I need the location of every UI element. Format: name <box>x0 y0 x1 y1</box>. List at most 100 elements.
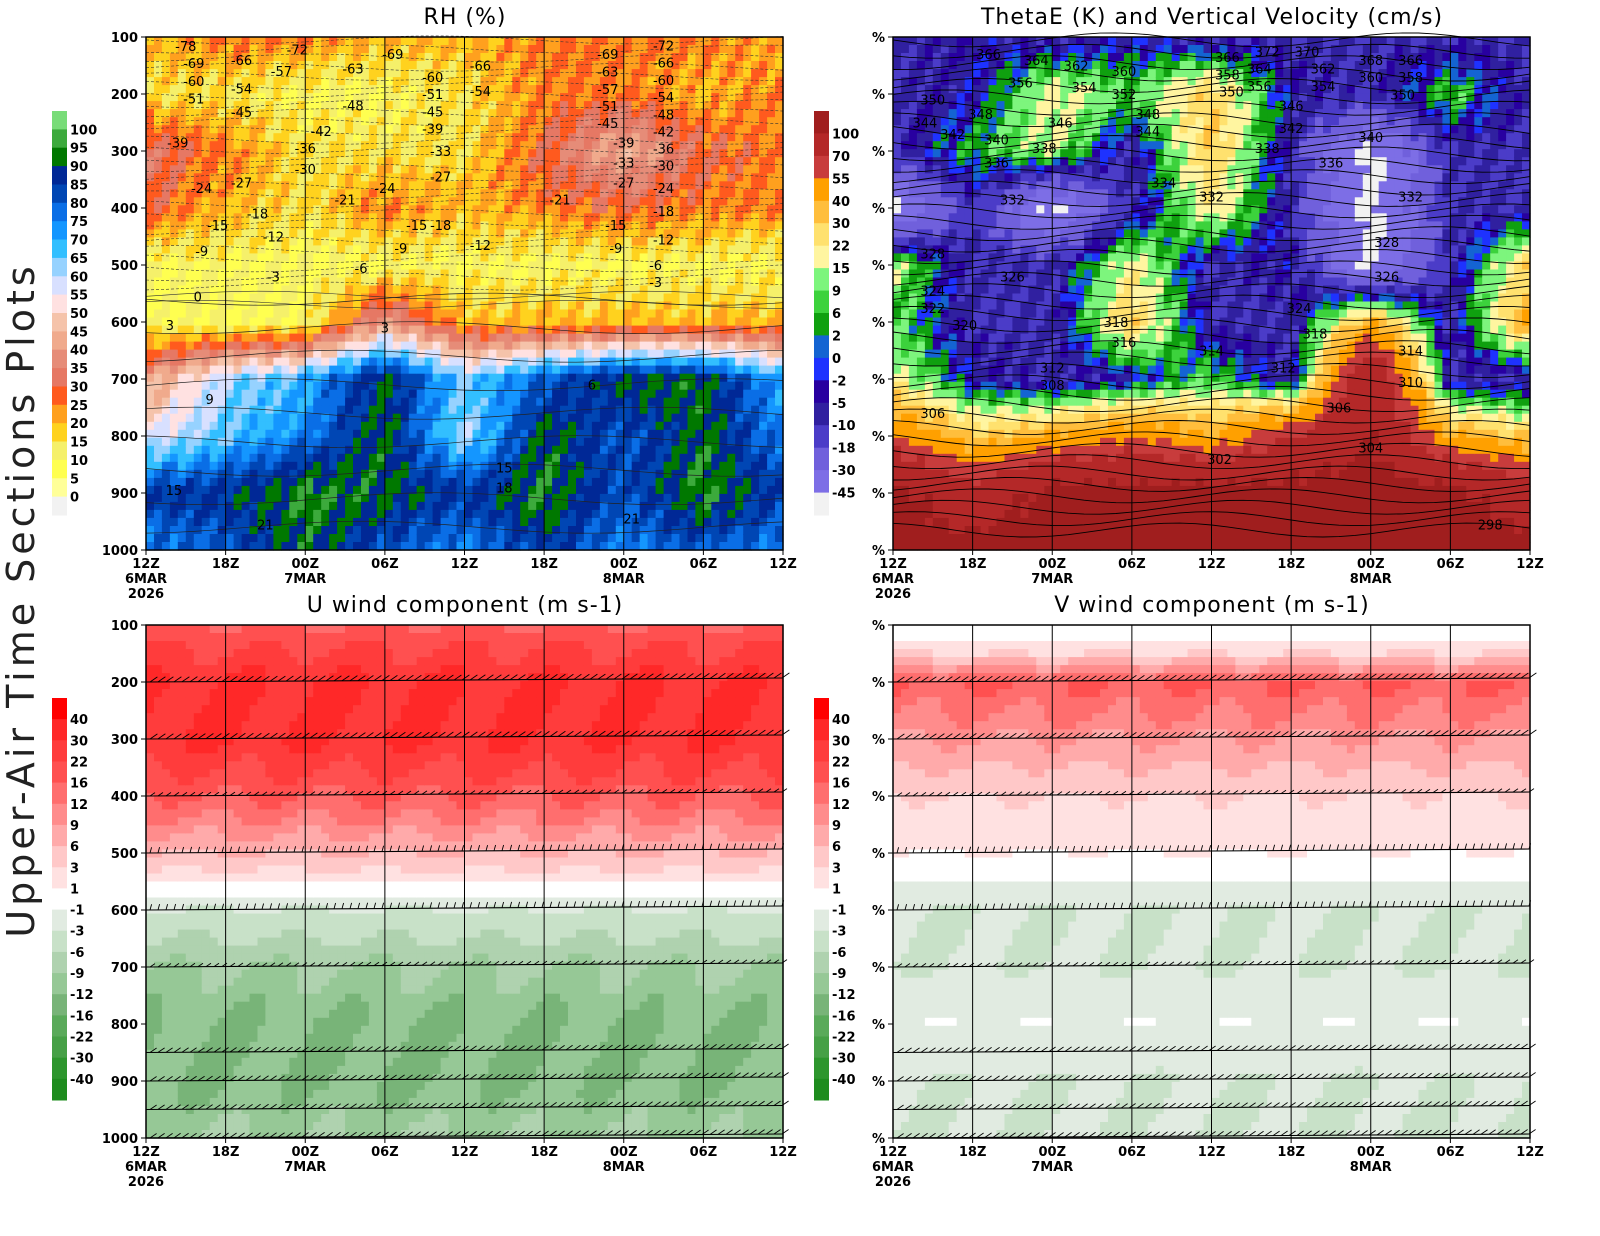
fill-cell <box>655 517 665 527</box>
fill-cell <box>751 477 760 487</box>
fill-cell <box>154 325 163 335</box>
fill-cell <box>735 309 744 319</box>
fill-cell <box>496 205 505 214</box>
fill-cell <box>353 45 362 54</box>
fill-cell <box>440 69 450 78</box>
fill-cell <box>671 405 681 415</box>
fill-cell <box>217 141 227 150</box>
fill-cell <box>639 309 649 319</box>
fill-cell <box>472 517 482 527</box>
fill-cell <box>249 61 259 70</box>
fill-cell <box>416 181 426 190</box>
fill-cell <box>392 349 402 359</box>
fill-cell <box>408 141 418 150</box>
fill-cell <box>623 389 633 399</box>
fill-cell <box>631 125 641 134</box>
fill-cell <box>528 253 537 262</box>
fill-cell <box>345 237 354 246</box>
fill-cell <box>241 165 251 174</box>
fill-cell <box>161 85 171 94</box>
fill-cell <box>544 37 553 46</box>
fill-cell <box>217 133 227 142</box>
fill-cell <box>448 285 458 295</box>
fill-cell <box>432 509 442 519</box>
fill-cell <box>321 509 330 519</box>
fill-cell <box>154 341 163 351</box>
fill-cell <box>209 317 219 327</box>
fill-cell <box>281 221 290 230</box>
fill-cell <box>520 133 529 142</box>
fill-cell <box>448 125 458 134</box>
fill-cell <box>759 197 768 206</box>
fill-cell <box>695 477 704 487</box>
fill-cell <box>472 526 482 535</box>
fill-cell <box>193 381 203 391</box>
fill-cell <box>177 301 187 311</box>
fill-cell <box>544 149 553 158</box>
fill-cell <box>615 205 625 214</box>
fill-cell <box>432 453 442 463</box>
fill-cell <box>321 469 330 479</box>
fill-cell <box>392 397 402 407</box>
fill-cell <box>687 445 697 455</box>
fill-cell <box>185 309 195 319</box>
fill-cell <box>193 509 203 519</box>
fill-cell <box>305 277 314 287</box>
fill-cell <box>329 413 338 423</box>
fill-cell <box>719 37 728 46</box>
fill-cell <box>576 373 585 383</box>
fill-cell <box>735 301 744 311</box>
fill-cell <box>735 317 744 327</box>
fill-cell <box>655 221 665 230</box>
fill-cell <box>241 477 251 487</box>
fill-cell <box>456 477 466 487</box>
fill-cell <box>671 133 681 142</box>
fill-cell <box>631 197 641 206</box>
fill-cell <box>663 261 673 270</box>
fill-cell <box>695 429 704 439</box>
fill-cell <box>329 253 338 262</box>
fill-cell <box>289 429 298 439</box>
fill-cell <box>368 461 378 471</box>
fill-cell <box>520 285 529 295</box>
fill-cell <box>464 181 474 190</box>
fill-cell <box>488 542 497 551</box>
fill-cell <box>368 205 378 214</box>
fill-cell <box>313 373 322 383</box>
fill-cell <box>353 485 362 495</box>
fill-cell <box>353 85 362 94</box>
fill-cell <box>591 117 601 126</box>
fill-cell <box>297 421 306 431</box>
fill-cell <box>209 125 219 134</box>
fill-cell <box>536 405 545 415</box>
fill-cell <box>313 317 322 327</box>
fill-cell <box>599 405 609 415</box>
fill-cell <box>289 453 298 463</box>
fill-cell <box>743 493 752 503</box>
fill-cell <box>368 445 378 455</box>
fill-cell <box>743 117 752 126</box>
fill-cell <box>464 173 474 182</box>
fill-cell <box>679 157 689 166</box>
fill-cell <box>249 45 259 54</box>
fill-cell <box>591 85 601 94</box>
fill-cell <box>146 542 155 551</box>
fill-cell <box>456 69 466 78</box>
fill-cell <box>384 517 394 527</box>
fill-cell <box>591 389 601 399</box>
fill-cell <box>376 429 386 439</box>
fill-cell <box>257 381 267 391</box>
fill-cell <box>512 269 521 279</box>
fill-cell <box>759 189 768 198</box>
fill-cell <box>169 373 179 383</box>
fill-cell <box>464 157 474 166</box>
fill-cell <box>353 397 362 407</box>
fill-cell <box>727 445 736 455</box>
fill-cell <box>281 253 290 262</box>
fill-cell <box>161 149 171 158</box>
fill-cell <box>552 485 561 495</box>
fill-cell <box>623 133 633 142</box>
fill-cell <box>169 181 179 190</box>
fill-cell <box>560 413 569 423</box>
